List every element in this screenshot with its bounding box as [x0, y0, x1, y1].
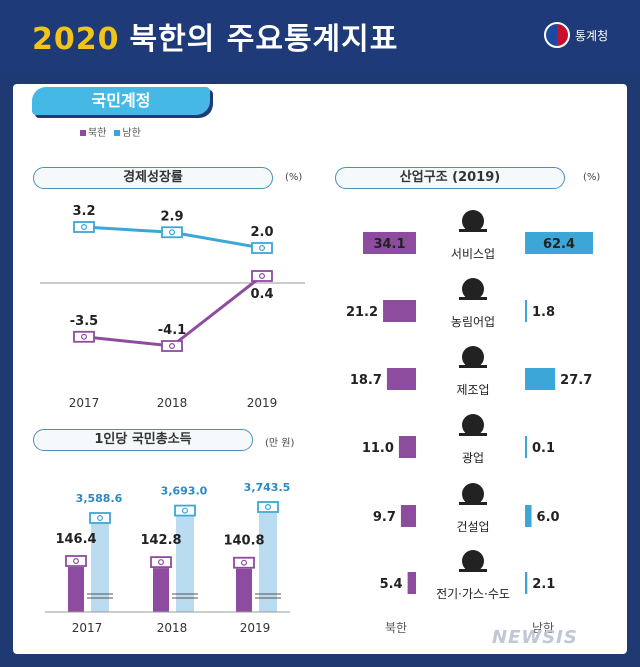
- title-year: 2020: [32, 22, 120, 57]
- growth-unit: (%): [285, 172, 303, 183]
- legend-south-label: 남한: [122, 128, 141, 139]
- legend-north: 북한: [80, 124, 106, 139]
- legend-south-swatch: [114, 130, 121, 136]
- legend-north-label: 북한: [88, 128, 107, 139]
- kostat-logo-icon: [544, 22, 570, 48]
- page-title: 2020 북한의 주요통계지표: [32, 14, 398, 58]
- legend-south: 남한: [114, 124, 141, 139]
- logo-text: 통계청: [575, 29, 609, 43]
- growth-title: 경제성장률: [33, 167, 273, 189]
- legend: 북한 남한: [80, 124, 141, 139]
- section-title: 국민계정: [32, 87, 210, 115]
- gni-title: 1인당 국민총소득: [33, 429, 253, 451]
- header: 2020 북한의 주요통계지표 통계청: [0, 0, 640, 73]
- industry-unit: (%): [583, 172, 601, 183]
- gni-unit: (만 원): [265, 438, 295, 449]
- industry-title: 산업구조 (2019): [335, 167, 565, 189]
- watermark: NEWSIS: [492, 627, 578, 648]
- title-text: 북한의 주요통계지표: [129, 22, 399, 57]
- legend-north-swatch: [80, 130, 86, 136]
